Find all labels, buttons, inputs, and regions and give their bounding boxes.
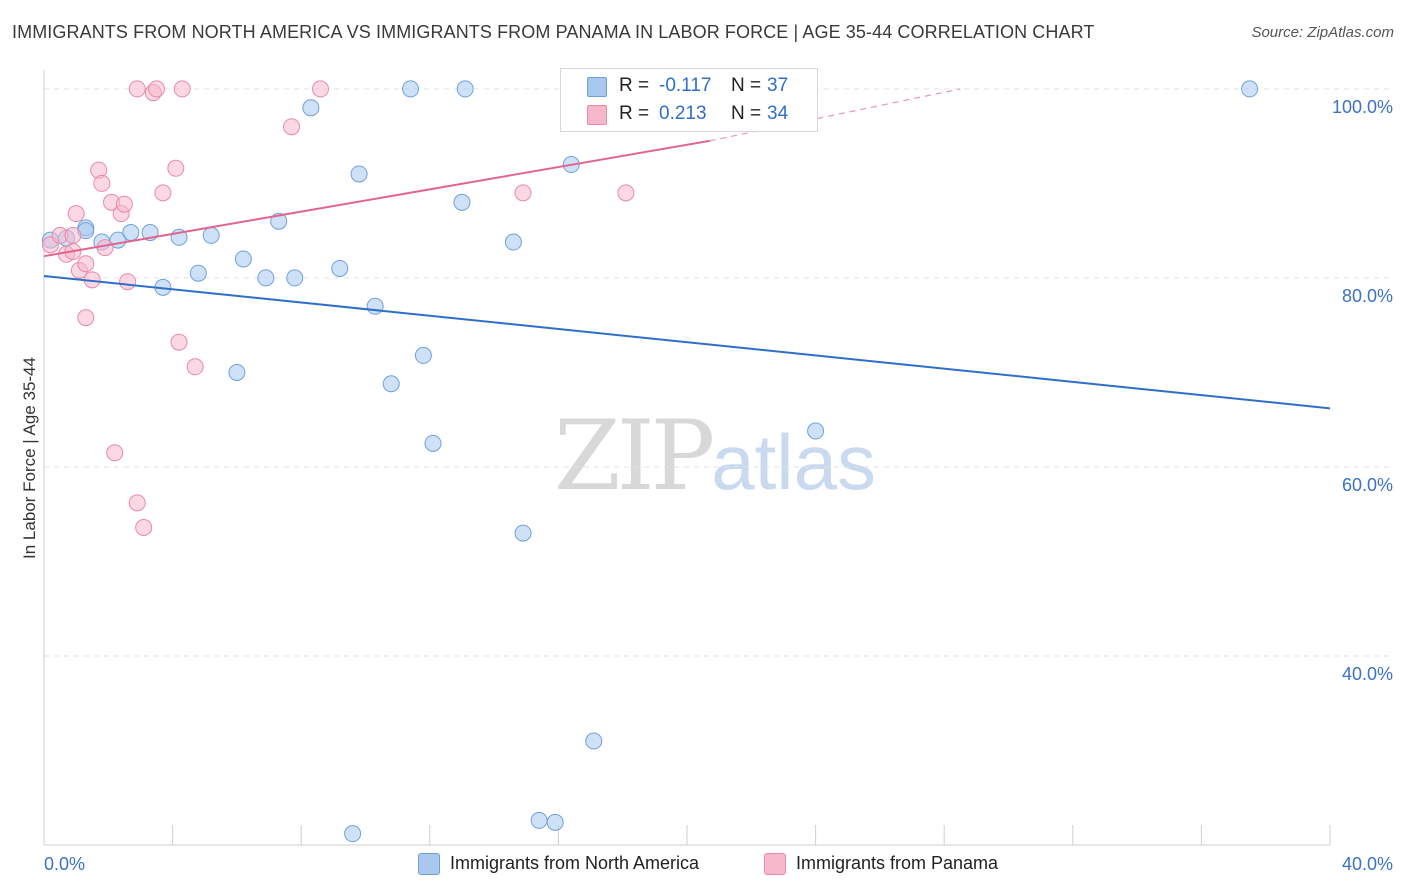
data-point-panama (128, 80, 146, 98)
data-point-panama (115, 195, 133, 213)
data-point-north-america (453, 193, 471, 211)
data-point-north-america (807, 422, 825, 440)
data-point-panama (311, 80, 329, 98)
legend-swatch-panama (587, 105, 607, 125)
y-tick-label: 40.0% (1342, 664, 1393, 684)
y-tick-label: 100.0% (1332, 97, 1393, 117)
data-point-north-america (302, 99, 320, 117)
x-tick-label: 40.0% (1342, 854, 1393, 874)
stats-legend: R = -0.117 N = 37 R = 0.213 N = 34 (560, 68, 818, 132)
watermark-atlas: atlas (711, 418, 876, 506)
legend-n-label: N = (731, 75, 762, 96)
legend-r-label: R = (619, 103, 650, 124)
data-point-panama (173, 80, 191, 98)
data-point-north-america (514, 524, 532, 542)
data-point-panama (96, 239, 114, 257)
data-point-north-america (504, 233, 522, 251)
legend-n-value-panama: 34 (767, 103, 789, 124)
legend-r-label: R = (619, 75, 650, 96)
data-point-panama (119, 273, 137, 291)
data-point-north-america (202, 226, 220, 244)
data-point-panama (93, 174, 111, 192)
legend-n-value-north-america: 37 (767, 75, 789, 96)
data-point-north-america (382, 375, 400, 393)
data-point-north-america (402, 80, 420, 98)
series-label-north-america: Immigrants from North America (450, 853, 700, 873)
series-swatch-panama (764, 853, 786, 875)
watermark-zip: ZIP (554, 400, 715, 512)
data-point-north-america (456, 80, 474, 98)
data-point-north-america (228, 363, 246, 381)
data-point-panama (514, 184, 532, 202)
data-point-panama (186, 358, 204, 376)
trend-line-panama (43, 139, 710, 258)
data-point-north-america (424, 434, 442, 452)
data-point-panama (64, 226, 82, 244)
legend-r-value-panama: 0.213 (659, 103, 707, 124)
data-point-north-america (546, 813, 564, 831)
x-tick-label: 0.0% (44, 854, 85, 874)
watermark: ZIPatlas (554, 400, 876, 512)
data-point-north-america (1241, 80, 1259, 98)
data-point-panama (67, 205, 85, 223)
source-credit: Source: ZipAtlas.com (1251, 24, 1394, 41)
legend-r-value-north-america: -0.117 (659, 75, 712, 96)
data-point-panama (128, 494, 146, 512)
data-point-panama (170, 333, 188, 351)
data-point-north-america (366, 297, 384, 315)
data-point-panama (77, 255, 95, 273)
data-point-panama (283, 118, 301, 136)
data-point-panama (154, 184, 172, 202)
data-point-panama (77, 309, 95, 327)
y-tick-label: 60.0% (1342, 475, 1393, 495)
data-point-north-america (286, 269, 304, 287)
legend-swatch-north-america (587, 77, 607, 97)
data-point-north-america (257, 269, 275, 287)
data-point-panama (148, 80, 166, 98)
legend-n-label: N = (731, 103, 762, 124)
data-point-north-america (234, 250, 252, 268)
data-point-panama (617, 184, 635, 202)
data-point-north-america (414, 346, 432, 364)
data-point-panama (106, 444, 124, 462)
data-point-north-america (189, 264, 207, 282)
series-swatch-north-america (418, 853, 440, 875)
trend-line-extension-panama (709, 88, 961, 142)
data-point-north-america (530, 811, 548, 829)
data-point-north-america (344, 825, 362, 843)
data-point-north-america (350, 165, 368, 183)
trend-line-north-america (43, 275, 1331, 410)
data-point-north-america (331, 259, 349, 277)
chart-title: IMMIGRANTS FROM NORTH AMERICA VS IMMIGRA… (12, 22, 1095, 42)
y-tick-label: 80.0% (1342, 286, 1393, 306)
data-point-panama (135, 518, 153, 536)
data-point-north-america (122, 224, 140, 242)
series-label-panama: Immigrants from Panama (796, 853, 999, 873)
data-point-panama (167, 159, 185, 177)
data-point-north-america (585, 732, 603, 750)
